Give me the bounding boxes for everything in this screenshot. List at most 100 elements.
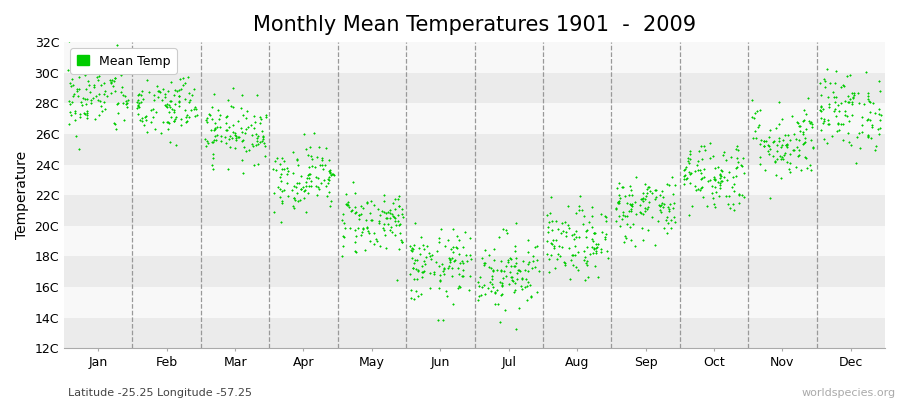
Point xyxy=(486,267,500,274)
Point xyxy=(212,106,226,113)
Point xyxy=(778,142,793,148)
Point xyxy=(455,260,470,266)
Point xyxy=(594,210,608,217)
Point xyxy=(817,116,832,122)
Point xyxy=(706,195,720,201)
Point xyxy=(172,93,186,100)
Point xyxy=(845,112,859,118)
Point xyxy=(611,180,625,186)
Point xyxy=(625,201,639,208)
Point xyxy=(395,206,410,212)
Point xyxy=(763,126,778,133)
Point xyxy=(80,96,94,102)
Point xyxy=(507,288,521,295)
Point xyxy=(706,201,721,207)
Point xyxy=(131,92,146,99)
Point xyxy=(79,110,94,116)
Point xyxy=(587,230,601,236)
Point xyxy=(695,184,709,190)
Point xyxy=(352,216,366,222)
Point xyxy=(864,135,878,141)
Point xyxy=(160,118,175,125)
Point xyxy=(412,250,427,257)
Bar xyxy=(64,318,885,348)
Point xyxy=(504,273,518,280)
Point xyxy=(798,111,813,118)
Point xyxy=(208,126,222,132)
Point xyxy=(130,102,145,108)
Point xyxy=(656,193,670,200)
Point xyxy=(229,136,243,143)
Point xyxy=(303,144,318,150)
Point xyxy=(612,213,626,219)
Point xyxy=(641,226,655,233)
Point xyxy=(769,171,783,178)
Point xyxy=(727,181,742,188)
Point xyxy=(337,220,351,227)
Point xyxy=(520,297,535,304)
Point xyxy=(822,121,836,128)
Point xyxy=(796,117,811,124)
Point xyxy=(407,242,421,248)
Point xyxy=(392,193,406,199)
Point xyxy=(665,174,680,180)
Point xyxy=(62,120,77,127)
Point xyxy=(508,280,523,286)
Point xyxy=(662,220,676,226)
Point xyxy=(360,224,374,230)
Point xyxy=(148,109,163,116)
Point xyxy=(222,144,237,150)
Point xyxy=(862,109,877,116)
Point xyxy=(376,225,391,231)
Point xyxy=(445,265,459,271)
Point xyxy=(766,138,780,145)
Point xyxy=(485,284,500,290)
Point xyxy=(226,104,240,110)
Point xyxy=(872,106,886,112)
Point xyxy=(854,129,868,136)
Point xyxy=(841,130,855,136)
Point xyxy=(336,233,350,239)
Point xyxy=(208,133,222,139)
Point xyxy=(362,230,376,236)
Point xyxy=(414,291,428,297)
Point xyxy=(159,103,174,109)
Point xyxy=(661,204,675,210)
Point xyxy=(383,214,398,221)
Point xyxy=(778,149,792,156)
Point xyxy=(356,225,370,231)
Point xyxy=(163,98,177,104)
Point xyxy=(225,134,239,141)
Point xyxy=(512,266,526,273)
Point xyxy=(346,178,360,185)
Point xyxy=(722,169,736,176)
Point xyxy=(337,234,351,240)
Point xyxy=(828,80,842,86)
Point xyxy=(682,180,697,186)
Point xyxy=(572,203,586,210)
Point xyxy=(550,256,564,262)
Point xyxy=(557,219,572,225)
Point xyxy=(590,250,604,256)
Point xyxy=(442,262,456,269)
Point xyxy=(112,67,126,74)
Point xyxy=(639,193,653,200)
Point xyxy=(373,242,387,249)
Point xyxy=(474,284,489,290)
Point xyxy=(482,252,496,258)
Point xyxy=(624,208,638,214)
Point xyxy=(153,64,167,70)
Point xyxy=(787,147,801,154)
Point xyxy=(495,282,509,288)
Point xyxy=(404,248,419,254)
Point xyxy=(70,86,85,93)
Point xyxy=(763,195,778,201)
Point xyxy=(436,270,451,277)
Point xyxy=(158,94,172,100)
Y-axis label: Temperature: Temperature xyxy=(15,151,29,239)
Point xyxy=(707,176,722,182)
Point xyxy=(652,218,666,224)
Point xyxy=(158,91,172,97)
Point xyxy=(132,104,147,110)
Point xyxy=(711,179,725,185)
